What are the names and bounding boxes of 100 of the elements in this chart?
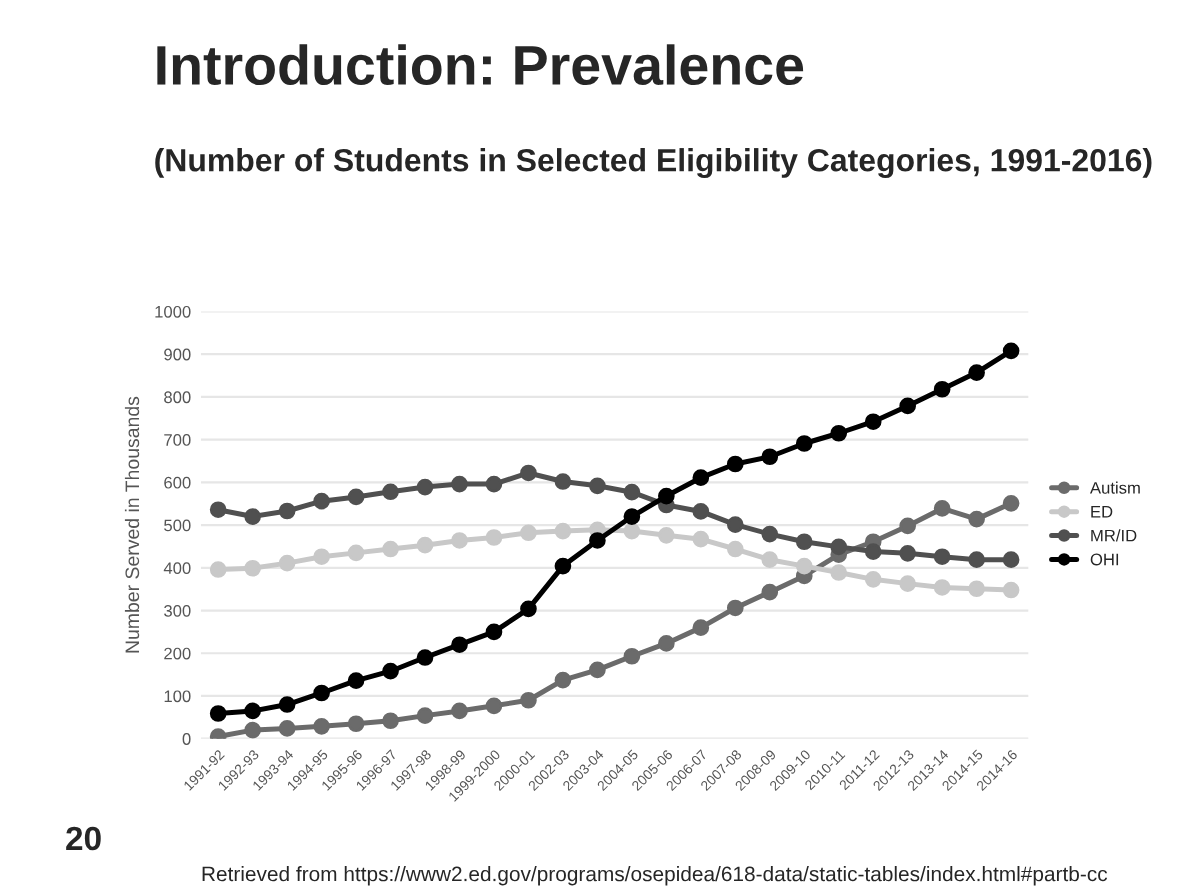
point xyxy=(382,712,399,730)
text: Retrieved from https://www2.ed.gov/programs/osepidea/618-data/static-tables/index.html#partb-cc xyxy=(202,866,1108,886)
point xyxy=(416,536,434,554)
point xyxy=(313,548,330,566)
point xyxy=(554,522,572,540)
y-tick-label: 700 xyxy=(164,434,191,446)
point xyxy=(313,492,330,510)
legend-label: MR/ID xyxy=(1091,529,1137,542)
point xyxy=(416,707,434,724)
y-tick-label: 600 xyxy=(164,476,191,489)
point xyxy=(692,530,710,548)
y-tick-label: 800 xyxy=(164,391,191,404)
point xyxy=(485,475,503,493)
point xyxy=(899,517,917,535)
point xyxy=(416,478,434,496)
point xyxy=(554,671,572,689)
y-axis-title: Number Served in Thousands xyxy=(124,396,140,653)
point xyxy=(726,455,744,473)
point xyxy=(658,635,675,652)
point xyxy=(554,473,572,490)
point xyxy=(623,647,641,665)
point xyxy=(382,483,399,501)
point xyxy=(313,717,330,735)
point xyxy=(589,661,606,679)
point xyxy=(520,464,537,482)
point xyxy=(244,721,261,739)
point xyxy=(485,623,503,641)
point xyxy=(864,571,882,588)
point xyxy=(761,551,779,569)
point xyxy=(899,575,917,592)
point xyxy=(209,705,227,722)
point xyxy=(313,684,330,702)
point xyxy=(933,500,951,517)
point xyxy=(968,551,985,569)
point xyxy=(623,508,641,525)
point xyxy=(795,533,813,551)
point xyxy=(589,477,606,495)
point xyxy=(761,448,779,466)
point xyxy=(658,527,675,544)
point xyxy=(692,503,710,520)
point xyxy=(244,508,261,525)
y-tick-label: 900 xyxy=(164,348,191,361)
point xyxy=(520,600,537,618)
point xyxy=(830,424,848,442)
point xyxy=(382,662,399,680)
point xyxy=(864,543,882,560)
point xyxy=(830,538,848,556)
point xyxy=(968,580,985,598)
point xyxy=(692,619,710,636)
chart-title: Introduction: Prevalence xyxy=(157,44,804,86)
point xyxy=(451,475,468,493)
point xyxy=(899,544,917,562)
point xyxy=(244,702,261,720)
point xyxy=(451,702,468,720)
point xyxy=(451,636,468,654)
legend-label: Autism xyxy=(1089,481,1140,494)
point xyxy=(416,649,434,666)
point xyxy=(278,696,296,713)
point xyxy=(244,559,261,577)
text: 20 xyxy=(66,826,101,851)
point xyxy=(726,599,744,617)
legend-label: OHI xyxy=(1090,553,1119,566)
point xyxy=(589,532,606,549)
point xyxy=(864,413,882,431)
point xyxy=(658,487,675,505)
point xyxy=(520,524,537,542)
point xyxy=(968,364,985,381)
point xyxy=(278,502,296,520)
point xyxy=(209,501,227,519)
point xyxy=(347,544,365,562)
point xyxy=(485,529,503,546)
point xyxy=(209,561,227,578)
point xyxy=(623,522,641,540)
legend-label: ED xyxy=(1091,506,1113,518)
point xyxy=(623,483,641,501)
point xyxy=(485,697,503,715)
y-tick-label: 100 xyxy=(164,690,191,703)
y-tick-label: 400 xyxy=(163,562,191,575)
y-tick-label: 300 xyxy=(164,604,191,617)
point xyxy=(899,397,917,415)
point xyxy=(1002,342,1020,360)
point xyxy=(1002,551,1020,569)
y-tick-label: 500 xyxy=(164,519,191,532)
point xyxy=(451,532,468,549)
y-tick-label: 200 xyxy=(164,647,191,660)
point xyxy=(554,557,572,575)
point xyxy=(968,510,985,528)
point xyxy=(382,540,399,558)
y-tick-label: 1000 xyxy=(155,305,191,318)
point xyxy=(933,548,951,566)
y-tick-label: 0 xyxy=(182,733,191,745)
point xyxy=(347,488,365,506)
point xyxy=(761,583,779,601)
point xyxy=(278,720,296,737)
point xyxy=(795,557,813,575)
point xyxy=(761,525,779,543)
point xyxy=(830,564,848,581)
point xyxy=(933,579,951,596)
point xyxy=(1002,494,1020,512)
point xyxy=(795,435,813,452)
